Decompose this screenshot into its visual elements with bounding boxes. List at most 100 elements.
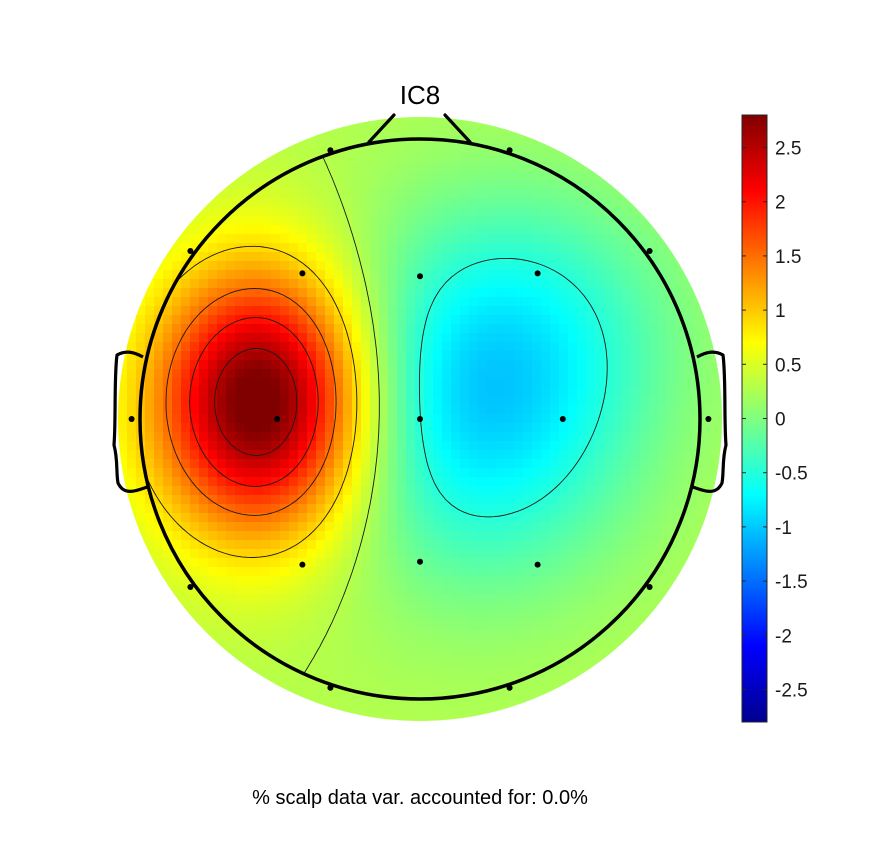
heatmap-cell: [685, 549, 695, 559]
heatmap-cell: [658, 540, 668, 550]
heatmap-cell: [334, 576, 344, 586]
heatmap-cell: [469, 135, 479, 145]
heatmap-cell: [298, 612, 308, 622]
heatmap-cell: [154, 684, 164, 694]
heatmap-cell: [127, 567, 137, 577]
heatmap-cell: [334, 216, 344, 226]
heatmap-cell: [640, 423, 650, 433]
heatmap-cell: [136, 315, 146, 325]
heatmap-cell: [649, 126, 659, 136]
heatmap-cell: [559, 630, 569, 640]
heatmap-cell: [163, 486, 173, 496]
heatmap-cell: [631, 153, 641, 163]
heatmap-cell: [271, 369, 281, 379]
heatmap-cell: [262, 288, 272, 298]
heatmap-cell: [451, 306, 461, 316]
heatmap-cell: [289, 657, 299, 667]
heatmap-cell: [397, 468, 407, 478]
heatmap-cell: [316, 342, 326, 352]
heatmap-cell: [559, 459, 569, 469]
heatmap-cell: [307, 486, 317, 496]
heatmap-cell: [451, 549, 461, 559]
heatmap-cell: [478, 216, 488, 226]
heatmap-cell: [577, 414, 587, 424]
heatmap-cell: [514, 279, 524, 289]
head-outline: [138, 137, 702, 701]
heatmap-cell: [694, 558, 704, 568]
heatmap-cell: [415, 459, 425, 469]
heatmap-cell: [532, 549, 542, 559]
heatmap-cell: [217, 495, 227, 505]
heatmap-cell: [208, 153, 218, 163]
heatmap-cell: [496, 396, 506, 406]
heatmap-cell: [361, 711, 371, 721]
heatmap-cell: [280, 252, 290, 262]
heatmap-cell: [235, 180, 245, 190]
heatmap-cell: [262, 171, 272, 181]
heatmap-cell: [172, 135, 182, 145]
heatmap-cell: [424, 234, 434, 244]
heatmap-cell: [226, 171, 236, 181]
heatmap-cell: [442, 324, 452, 334]
heatmap-cell: [505, 225, 515, 235]
heatmap-cell: [640, 243, 650, 253]
heatmap-cell: [406, 414, 416, 424]
heatmap-cell: [181, 639, 191, 649]
heatmap-cell: [622, 144, 632, 154]
heatmap-cell: [352, 711, 362, 721]
heatmap-cell: [181, 369, 191, 379]
heatmap-cell: [172, 477, 182, 487]
heatmap-cell: [631, 666, 641, 676]
heatmap-cell: [127, 621, 137, 631]
heatmap-cell: [568, 639, 578, 649]
heatmap-cell: [559, 711, 569, 721]
heatmap-cell: [703, 243, 713, 253]
heatmap-cell: [424, 630, 434, 640]
heatmap-cell: [451, 270, 461, 280]
heatmap-cell: [217, 657, 227, 667]
heatmap-cell: [388, 342, 398, 352]
heatmap-cell: [271, 513, 281, 523]
heatmap-cell: [262, 414, 272, 424]
heatmap-cell: [235, 477, 245, 487]
heatmap-cell: [541, 369, 551, 379]
heatmap-cell: [550, 630, 560, 640]
heatmap-cell: [604, 261, 614, 271]
heatmap-cell: [469, 279, 479, 289]
heatmap-cell: [415, 711, 425, 721]
heatmap-cell: [622, 567, 632, 577]
heatmap-cell: [280, 171, 290, 181]
heatmap-cell: [343, 603, 353, 613]
heatmap-cell: [325, 225, 335, 235]
heatmap-cell: [541, 504, 551, 514]
heatmap-cell: [712, 396, 722, 406]
heatmap-cell: [496, 180, 506, 190]
heatmap-cell: [343, 342, 353, 352]
heatmap-cell: [388, 306, 398, 316]
heatmap-cell: [451, 261, 461, 271]
heatmap-cell: [262, 252, 272, 262]
heatmap-cell: [703, 153, 713, 163]
heatmap-cell: [226, 702, 236, 712]
heatmap-cell: [406, 585, 416, 595]
electrode-dot: [506, 147, 513, 154]
heatmap-cell: [433, 675, 443, 685]
heatmap-cell: [460, 450, 470, 460]
heatmap-cell: [514, 450, 524, 460]
heatmap-cell: [190, 567, 200, 577]
heatmap-cell: [163, 468, 173, 478]
heatmap-cell: [424, 621, 434, 631]
heatmap-cell: [595, 369, 605, 379]
heatmap-cell: [460, 468, 470, 478]
heatmap-cell: [523, 531, 533, 541]
heatmap-cell: [478, 675, 488, 685]
heatmap-cell: [577, 702, 587, 712]
heatmap-cell: [631, 360, 641, 370]
heatmap-cell: [694, 288, 704, 298]
heatmap-cell: [424, 324, 434, 334]
heatmap-cell: [127, 666, 137, 676]
heatmap-cell: [190, 612, 200, 622]
heatmap-cell: [307, 171, 317, 181]
heatmap-cell: [505, 702, 515, 712]
heatmap-cell: [577, 558, 587, 568]
